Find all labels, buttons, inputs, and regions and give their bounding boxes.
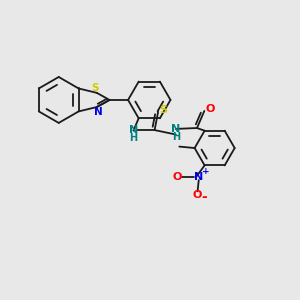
Text: -: - [201, 190, 207, 204]
Text: H: H [129, 133, 137, 143]
Text: O: O [173, 172, 182, 182]
Text: S: S [159, 105, 167, 116]
Text: N: N [94, 107, 103, 117]
Text: O: O [206, 103, 215, 114]
Text: +: + [202, 167, 210, 176]
Text: N: N [194, 172, 203, 182]
Text: N: N [171, 124, 180, 134]
Text: N: N [129, 125, 138, 135]
Text: H: H [172, 132, 180, 142]
Text: S: S [92, 82, 99, 93]
Text: O: O [193, 190, 202, 200]
